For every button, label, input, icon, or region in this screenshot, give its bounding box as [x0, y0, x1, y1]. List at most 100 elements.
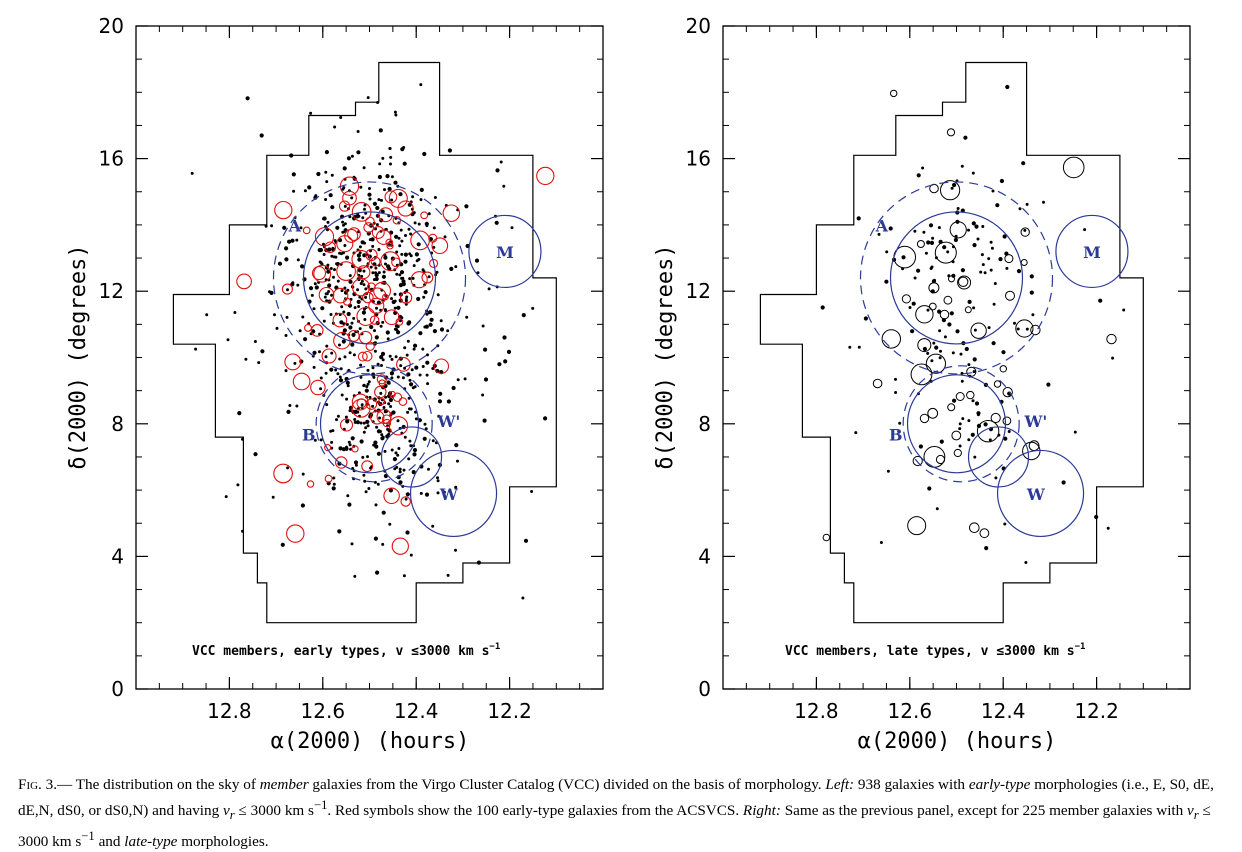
galaxy-point [368, 395, 372, 399]
galaxy-point [394, 355, 398, 359]
galaxy-point [898, 421, 902, 425]
galaxy-point [938, 356, 942, 360]
galaxy-point [403, 366, 407, 370]
galaxy-point [358, 327, 362, 331]
galaxy-point [999, 178, 1005, 184]
galaxy-point [439, 327, 445, 332]
galaxy-point [1018, 207, 1022, 211]
caption-fig-label: Fig. 3. [18, 776, 58, 793]
right-survey-boundary [759, 61, 1144, 624]
galaxy-point [1020, 259, 1028, 266]
acsvcs-galaxy-point [429, 258, 439, 268]
figure-caption: Fig. 3.— The distribution on the sky of … [18, 774, 1228, 852]
acsvcs-galaxy-point [410, 271, 428, 289]
galaxy-point [908, 306, 912, 309]
right-vcc-galaxies [820, 84, 1126, 564]
galaxy-point [285, 315, 289, 319]
galaxy-point [1003, 436, 1008, 441]
galaxy-point [928, 302, 937, 311]
galaxy-point [419, 198, 423, 202]
galaxy-point [277, 261, 283, 266]
acsvcs-galaxy-point [347, 227, 361, 241]
galaxy-point [399, 270, 405, 275]
galaxy-point [345, 445, 348, 449]
galaxy-point [367, 487, 371, 490]
galaxy-point [426, 353, 429, 357]
left-panel: A B W' W M 12.8 12.6 12.4 12.2 0 4 8 12 16 20 VCC mem… [66, 14, 604, 754]
galaxy-point [362, 166, 366, 170]
galaxy-point [325, 180, 329, 184]
galaxy-point [419, 491, 423, 495]
galaxy-point [927, 486, 932, 491]
caption-emph: early-type [968, 776, 1031, 793]
galaxy-point [984, 546, 989, 551]
galaxy-point [363, 307, 366, 311]
galaxy-point [397, 447, 401, 450]
galaxy-point [949, 221, 967, 239]
right-subcluster-regions: A B W' W M [859, 181, 1129, 538]
galaxy-point [1005, 84, 1010, 90]
galaxy-point [947, 403, 956, 412]
galaxy-point [1106, 333, 1117, 345]
galaxy-point [378, 128, 383, 133]
galaxy-point [359, 363, 363, 367]
galaxy-point [358, 295, 362, 299]
acsvcs-galaxy-point [410, 230, 430, 251]
galaxy-point [404, 234, 407, 237]
galaxy-point [432, 226, 436, 230]
x-tick-label: 12.2 [487, 699, 532, 723]
galaxy-point [398, 480, 403, 485]
acsvcs-galaxy-point [292, 372, 311, 391]
galaxy-point [960, 379, 964, 383]
galaxy-point [366, 382, 370, 386]
galaxy-point [369, 265, 373, 269]
galaxy-point [345, 397, 349, 401]
galaxy-point [402, 468, 406, 472]
galaxy-point [350, 542, 354, 546]
galaxy-point [494, 220, 499, 225]
galaxy-point [401, 279, 406, 284]
galaxy-point [387, 432, 391, 436]
galaxy-point [407, 396, 411, 400]
galaxy-point [343, 204, 347, 208]
galaxy-point [1062, 156, 1085, 179]
galaxy-point [929, 267, 933, 270]
galaxy-point [330, 351, 334, 355]
x-tick-label: 12.4 [981, 699, 1026, 723]
acsvcs-galaxy-point [369, 315, 380, 325]
galaxy-point [299, 226, 303, 230]
galaxy-point [330, 293, 334, 297]
galaxy-point [483, 377, 489, 382]
galaxy-point [422, 436, 427, 441]
galaxy-point [970, 322, 987, 339]
galaxy-point [342, 223, 345, 227]
region-label: M [1083, 243, 1101, 262]
galaxy-point [407, 227, 411, 231]
galaxy-point [346, 494, 350, 498]
galaxy-point [375, 306, 378, 310]
galaxy-point [253, 452, 258, 457]
galaxy-point [938, 239, 943, 244]
galaxy-point [429, 317, 434, 322]
galaxy-point [426, 382, 430, 386]
galaxy-point [415, 259, 419, 263]
galaxy-point [365, 419, 370, 424]
galaxy-point [409, 232, 413, 236]
galaxy-point [383, 449, 387, 453]
galaxy-point [422, 151, 427, 157]
galaxy-point [981, 225, 985, 228]
acsvcs-galaxy-point [380, 251, 401, 272]
acsvcs-galaxy-point [351, 249, 371, 269]
galaxy-point [950, 186, 954, 190]
galaxy-point [340, 289, 344, 293]
galaxy-point [296, 283, 300, 287]
galaxy-point [952, 182, 957, 188]
galaxy-point [330, 440, 334, 444]
galaxy-point [446, 399, 451, 404]
acsvcs-galaxy-point [362, 350, 373, 362]
acsvcs-galaxy-point [351, 445, 359, 453]
galaxy-point [383, 473, 388, 479]
galaxy-point [366, 368, 370, 372]
galaxy-point [481, 324, 485, 328]
galaxy-point [967, 419, 971, 423]
